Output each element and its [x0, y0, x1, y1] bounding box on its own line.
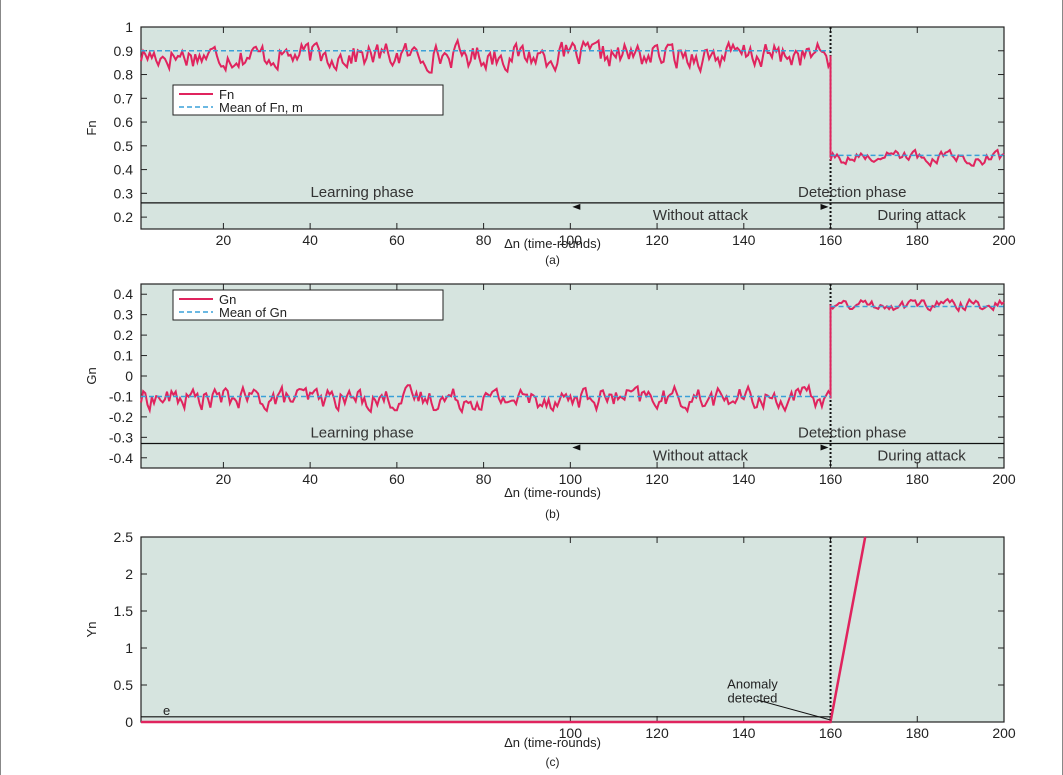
noise-series-b: [140, 383, 832, 415]
y-tick-label: 1: [125, 19, 133, 35]
annotation-line: Anomaly: [727, 677, 778, 692]
noise-series-b: [829, 297, 1005, 313]
x-tick-label: 140: [732, 725, 756, 741]
learning-phase-label: Learning phase: [310, 184, 413, 201]
x-tick-label: 40: [302, 471, 318, 487]
x-tick-label: 100: [559, 232, 583, 248]
y-tick-label: 0.1: [114, 348, 134, 364]
y-tick-label: 1.5: [114, 603, 134, 619]
x-tick-label: 140: [732, 471, 756, 487]
panel-caption: (c): [546, 755, 560, 769]
panel-c: 100 120 140 160 180 200 0 0.5 1 1.5 2 2.5 Δn (time-r…: [84, 529, 1016, 769]
panel-caption: (a): [545, 253, 560, 267]
during-attack-label: During attack: [877, 207, 966, 224]
x-tick-label: 80: [476, 471, 492, 487]
y-axis-label: Yn: [84, 622, 99, 638]
x-tick-label: 40: [302, 232, 318, 248]
x-tick-label: 120: [645, 471, 669, 487]
x-tick-label: 200: [992, 471, 1016, 487]
without-attack-label: Without attack: [653, 207, 749, 224]
legend-label: Fn: [219, 87, 234, 102]
annotation-pointer: [756, 699, 831, 721]
y-tick-label: 1: [125, 640, 133, 656]
y-tick-label: 0.3: [114, 307, 134, 323]
y-tick-label: 0.2: [114, 327, 134, 343]
detection-phase-label: Detection phase: [798, 184, 906, 201]
x-tick-label: 120: [645, 232, 669, 248]
x-tick-label: 200: [992, 232, 1016, 248]
x-axis-label: Δn (time-rounds): [504, 735, 601, 750]
y-tick-label: 2: [125, 566, 133, 582]
y-tick-label: 0.5: [114, 677, 134, 693]
x-tick-label: 20: [216, 471, 232, 487]
x-tick-label: 160: [819, 725, 843, 741]
legend-label: Gn: [219, 292, 236, 307]
x-tick-label: 180: [906, 725, 930, 741]
x-tick-label: 20: [216, 232, 232, 248]
legend-box: [172, 289, 444, 321]
y-tick-label: -0.4: [109, 450, 133, 466]
y-tick-label: 0.7: [114, 90, 134, 106]
x-axis-label: Δn (time-rounds): [504, 485, 601, 500]
panel-b: 20 40 60 80 100 120 140 160 180 200 -0.4 -0.3 -0.2 -0…: [84, 283, 1016, 521]
x-tick-label: 160: [819, 471, 843, 487]
y-tick-label: -0.3: [109, 429, 133, 445]
arrow-right-icon: [820, 444, 829, 451]
y-tick-label: 0.3: [114, 185, 134, 201]
during-attack-label: During attack: [877, 447, 966, 464]
without-attack-label: Without attack: [653, 447, 749, 464]
plot-area-a: [140, 26, 1005, 230]
x-tick-label: 200: [992, 725, 1016, 741]
y-tick-label: 0.4: [114, 162, 134, 178]
plot-area-c: [140, 536, 1005, 723]
x-tick-label: 60: [389, 232, 405, 248]
learning-phase-label: Learning phase: [310, 424, 413, 441]
y-tick-label: -0.2: [109, 409, 133, 425]
arrow-left-icon: [572, 444, 581, 451]
x-tick-label: 180: [906, 232, 930, 248]
legend-box: [172, 84, 444, 116]
x-tick-label: 120: [645, 725, 669, 741]
panel-a: 20 40 60 80 100 120 140 160 180 200 0.2 0.3 0.4 0.5 0.…: [84, 19, 1016, 267]
x-tick-label: 60: [389, 471, 405, 487]
x-tick-label: 160: [819, 232, 843, 248]
noise-series-a: [140, 37, 832, 75]
x-tick-label: 180: [906, 471, 930, 487]
y-tick-label: -0.1: [109, 388, 133, 404]
y-tick-label: 0.8: [114, 67, 134, 83]
x-tick-label: 100: [559, 725, 583, 741]
y-axis-label: Gn: [84, 367, 99, 384]
arrow-left-icon: [572, 203, 581, 210]
series-line-c: [141, 536, 867, 724]
x-axis-label: Δn (time-rounds): [504, 236, 601, 251]
arrow-right-icon: [820, 203, 829, 210]
x-tick-label: 100: [559, 471, 583, 487]
y-tick-label: 0: [125, 714, 133, 730]
legend-label: Mean of Fn, m: [219, 100, 303, 115]
y-tick-label: 0.5: [114, 138, 134, 154]
x-tick-label: 80: [476, 232, 492, 248]
y-tick-label: 0.4: [114, 286, 134, 302]
detection-phase-label: Detection phase: [798, 424, 906, 441]
y-tick-label: 0.6: [114, 114, 134, 130]
y-tick-label: 2.5: [114, 529, 134, 545]
threshold-label: e: [163, 703, 170, 718]
y-axis-label: Fn: [84, 120, 99, 135]
y-tick-label: 0: [125, 368, 133, 384]
x-tick-label: 140: [732, 232, 756, 248]
y-tick-label: 0.9: [114, 43, 134, 59]
panel-caption: (b): [545, 507, 560, 521]
legend-label: Mean of Gn: [219, 305, 287, 320]
y-tick-label: 0.2: [114, 209, 134, 225]
